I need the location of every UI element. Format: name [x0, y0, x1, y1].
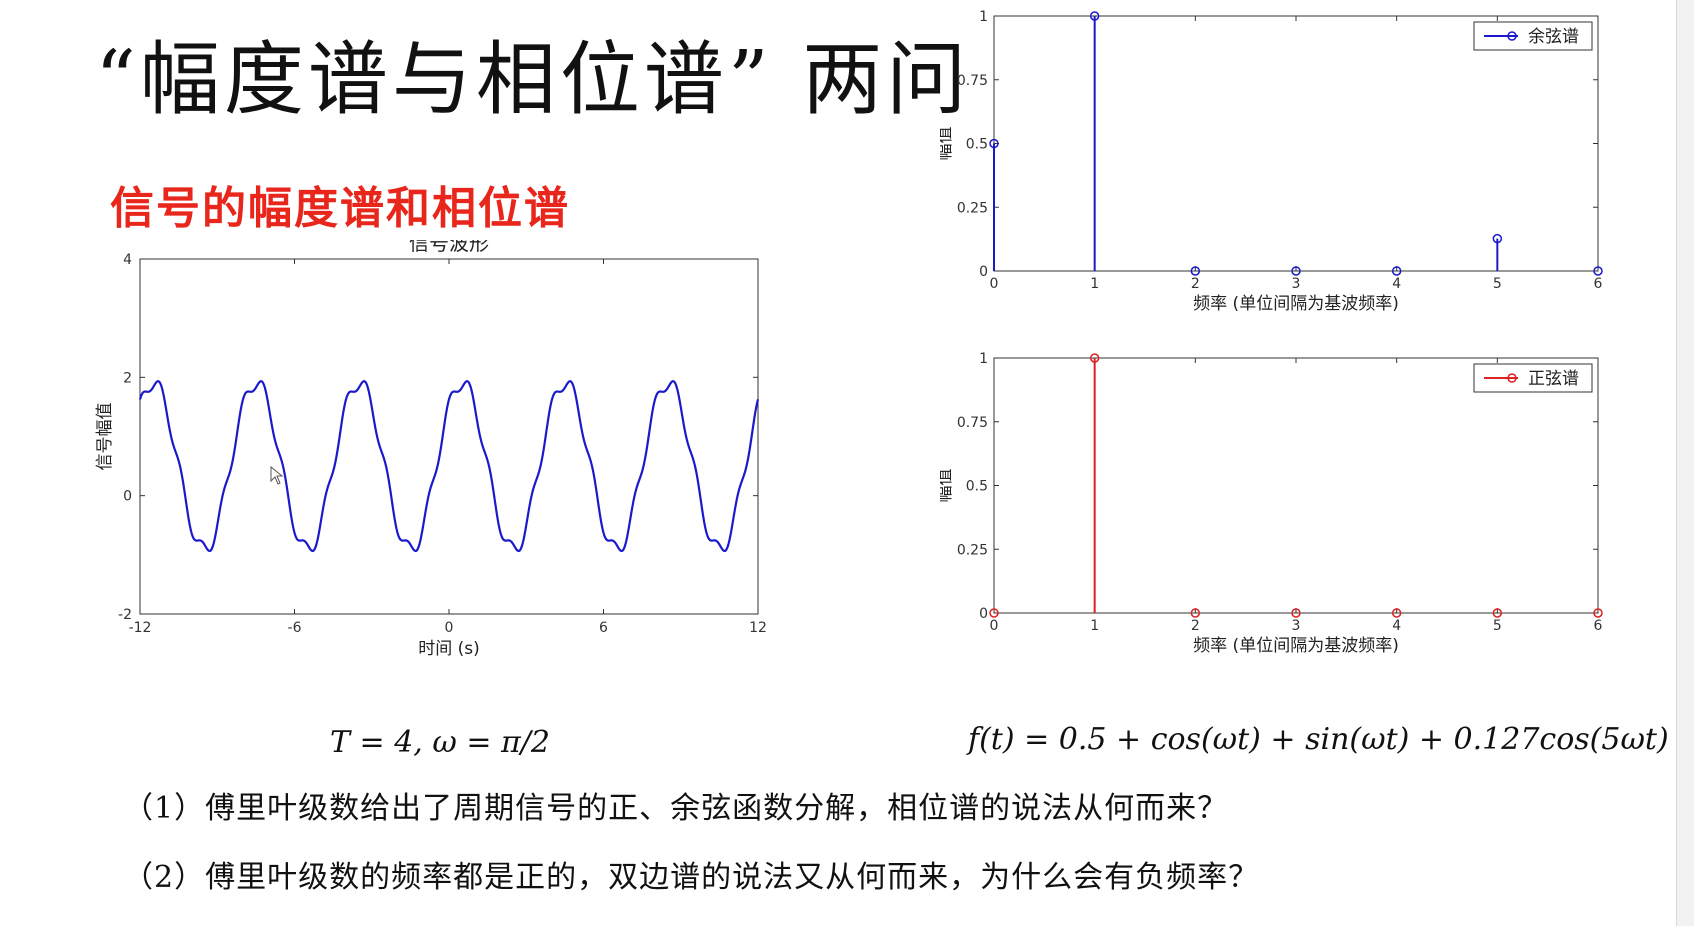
stem-marker: [1291, 266, 1301, 276]
x-tick-label: -6: [288, 620, 302, 636]
x-axis-label: 频率 (单位间隔为基波频率): [1193, 294, 1399, 314]
stem-marker: [1391, 266, 1402, 276]
y-tick-label: 1: [979, 351, 988, 367]
y-tick-label: 0.5: [966, 137, 988, 153]
x-tick-label: 4: [1392, 276, 1401, 292]
y-axis-label: 信号幅值: [95, 403, 115, 471]
y-tick-label: 4: [123, 252, 132, 268]
stem-marker: [1391, 608, 1402, 618]
period-equation: T = 4, ω = π/2: [330, 725, 550, 760]
x-tick-label: 3: [1292, 276, 1301, 292]
legend-marker: [1507, 31, 1517, 41]
x-tick-label: 0: [990, 276, 999, 292]
x-tick-label: 2: [1191, 276, 1200, 292]
x-tick-label: 2: [1191, 618, 1200, 634]
chart-title: 信号波形: [409, 240, 489, 255]
y-tick-label: 0.25: [957, 542, 988, 558]
sine-spectrum-chart: 0 1 2 3 4 5 6 0 0.25 0.5 0.75 1 频率 (单位间隔为基波频率) 幅值 正弦谱: [940, 351, 1603, 656]
x-tick-label: 0: [990, 618, 999, 634]
y-axis-label: 幅值: [940, 127, 955, 161]
slide-subtitle: 信号的幅度谱和相位谱: [110, 183, 570, 234]
stem-marker: [989, 138, 999, 149]
x-tick-label: 12: [749, 620, 767, 636]
x-tick-label: 1: [1090, 618, 1099, 634]
slide-title: “幅度谱与相位谱” 两问: [95, 33, 971, 126]
y-tick-label: 1: [979, 9, 988, 25]
stem-marker: [1089, 353, 1100, 363]
stem-marker: [1190, 266, 1201, 276]
stem-marker: [1492, 233, 1503, 244]
stem-marker: [989, 608, 999, 618]
legend-label: 正弦谱: [1528, 369, 1579, 389]
x-tick-label: 3: [1292, 618, 1301, 634]
y-tick-label: -2: [118, 607, 132, 623]
plot-frame: [993, 15, 1599, 272]
signal-equation: f(t) = 0.5 + cos(ωt) + sin(ωt) + 0.127co…: [968, 722, 1669, 757]
mouse-cursor-icon: [270, 466, 284, 485]
y-tick-label: 0.25: [957, 200, 988, 216]
x-axis-label: 频率 (单位间隔为基波频率): [1193, 636, 1399, 656]
y-tick-label: 0.75: [957, 415, 988, 431]
stem-marker: [1089, 11, 1100, 21]
y-tick-label: 0: [979, 606, 988, 622]
plot-frame: [993, 357, 1599, 614]
stem-marker: [1492, 608, 1503, 618]
question-1: （1）傅里叶级数给出了周期信号的正、余弦函数分解，相位谱的说法从何而来？: [123, 791, 1229, 826]
stem-marker: [1593, 266, 1603, 276]
stem-marker: [1190, 608, 1201, 618]
question-2: （2）傅里叶级数的频率都是正的，双边谱的说法又从何而来，为什么会有负频率？: [123, 860, 1260, 895]
x-tick-label: 5: [1493, 276, 1502, 292]
x-tick-label: 6: [599, 620, 608, 636]
y-tick-label: 0.75: [957, 73, 988, 89]
x-tick-label: 4: [1392, 618, 1401, 634]
y-tick-label: 2: [123, 370, 132, 386]
y-tick-label: 0.5: [966, 479, 988, 495]
stem-marker: [1593, 608, 1603, 618]
x-tick-label: -12: [129, 620, 152, 636]
y-tick-label: 0: [123, 489, 132, 505]
window-right-edge: [1676, 0, 1694, 926]
y-axis-label: 幅值: [940, 469, 955, 503]
legend-marker: [1507, 373, 1517, 383]
cosine-spectrum-chart: 0 1 2 3 4 5 6 0 0.25 0.5 0.75 1 频率 (单位间隔为基波频率) 幅值 余弦谱: [940, 9, 1603, 314]
legend-label: 余弦谱: [1528, 27, 1579, 47]
stem-marker: [1291, 608, 1301, 618]
waveform-chart: 信号波形 -12 -6 0 6 12 -2 0 2 4 时间 (s) 信号幅值: [95, 240, 767, 659]
x-tick-label: 6: [1594, 276, 1603, 292]
y-tick-label: 0: [979, 264, 988, 280]
signal-line: [138, 380, 760, 553]
plot-frame: [139, 258, 759, 615]
x-tick-label: 6: [1594, 618, 1603, 634]
x-tick-label: 1: [1090, 276, 1099, 292]
x-tick-label: 0: [445, 620, 454, 636]
x-axis-label: 时间 (s): [418, 639, 480, 659]
x-tick-label: 5: [1493, 618, 1502, 634]
